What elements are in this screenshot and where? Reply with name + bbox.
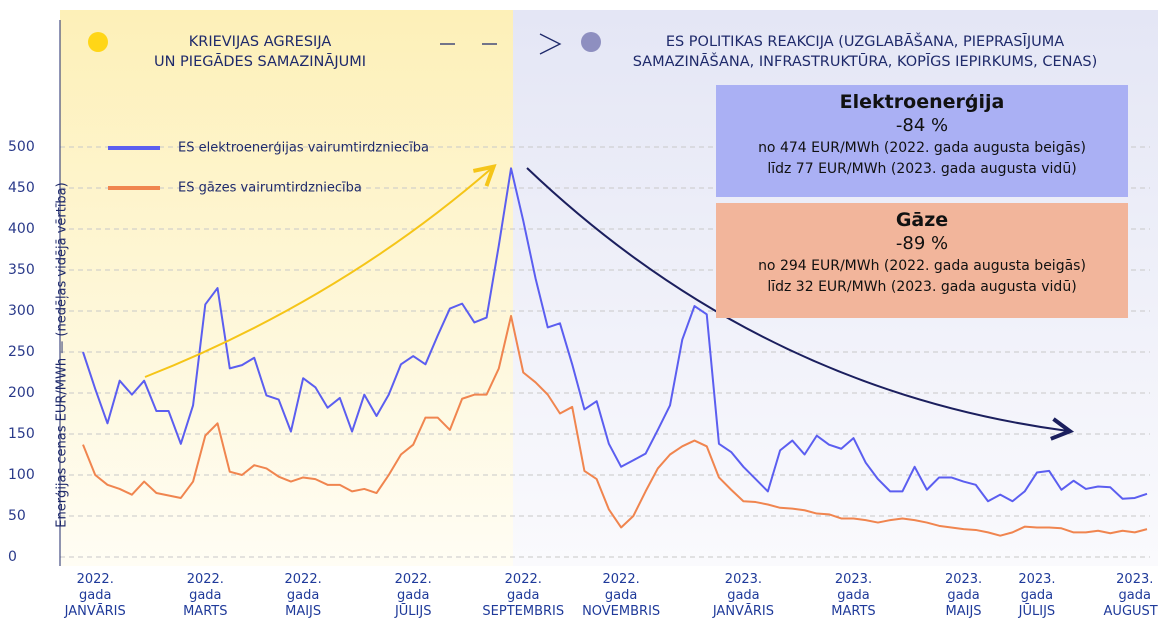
y-tick-label: 200: [8, 385, 35, 401]
x-tick-label: 2022. gada MAIJS: [284, 572, 322, 619]
y-tick-label: 500: [8, 139, 35, 155]
marker-dot: [88, 32, 108, 52]
y-tick-label: 100: [8, 467, 35, 483]
callout: Gāze -89 % no 294 EUR/MWh (2022. gada au…: [716, 203, 1128, 318]
y-tick-label: 350: [8, 262, 35, 278]
callout-text: no 294 EUR/MWh (2022. gada augusta beigā…: [758, 258, 1086, 274]
heading: KRIEVIJAS AGRESIJA UN PIEGĀDES SAMAZINĀJ…: [153, 34, 367, 70]
legend-label: ES gāzes vairumtirdzniecība: [178, 181, 362, 196]
data-line: [82, 314, 1148, 537]
x-tick-label: 2022. gada SEPTEMBRIS: [482, 572, 565, 619]
x-tick-label: 2023. gada MARTS: [831, 572, 876, 619]
y-tick-label: 300: [8, 303, 35, 319]
y-tick-label: 400: [8, 221, 35, 237]
x-tick-label: 2022. gada JANVĀRIS: [64, 572, 126, 619]
x-tick-label: 2022. gada MARTS: [183, 572, 228, 619]
data-line: [82, 167, 1148, 503]
callout-title: Gāze: [895, 209, 949, 231]
y-tick-label: 150: [8, 426, 35, 442]
callout-title: Elektroenerģija: [839, 91, 1005, 113]
callout: Elektroenerģija -84 % no 474 EUR/MWh (20…: [716, 85, 1128, 197]
transition-arrow: [440, 33, 562, 55]
trend-arrow: [526, 167, 1068, 431]
callout-change: -89 %: [895, 233, 949, 254]
y-axis-label: Enerģijas cenas EUR/MWh — (nedēļas vidēj…: [55, 182, 70, 527]
x-tick-label: 2023. gada AUGUSTS: [1103, 572, 1158, 619]
trend-arrow: [144, 168, 492, 378]
legend-label: ES elektroenerģijas vairumtirdzniecība: [178, 141, 429, 156]
x-tick-label: 2022. gada JŪLIJS: [394, 572, 432, 619]
marker-dot: [581, 32, 601, 52]
callout-text: līdz 32 EUR/MWh (2023. gada augusta vidū…: [767, 279, 1077, 295]
period-bg: [60, 10, 513, 566]
heading: ES POLITIKAS REAKCIJA (UZGLABĀŠANA, PIEP…: [632, 34, 1098, 70]
y-tick-label: 0: [8, 549, 17, 565]
callout-change: -84 %: [895, 115, 949, 136]
y-tick-label: 50: [8, 508, 26, 524]
x-tick-label: 2022. gada NOVEMBRIS: [582, 572, 661, 619]
y-tick-label: 250: [8, 344, 35, 360]
callout-text: līdz 77 EUR/MWh (2023. gada augusta vidū…: [767, 161, 1077, 177]
x-tick-label: 2023. gada JANVĀRIS: [712, 572, 774, 619]
callout-text: no 474 EUR/MWh (2022. gada augusta beigā…: [758, 140, 1086, 156]
x-tick-label: 2023. gada JŪLIJS: [1018, 572, 1056, 619]
y-tick-label: 450: [8, 180, 35, 196]
x-tick-label: 2023. gada MAIJS: [944, 572, 983, 619]
